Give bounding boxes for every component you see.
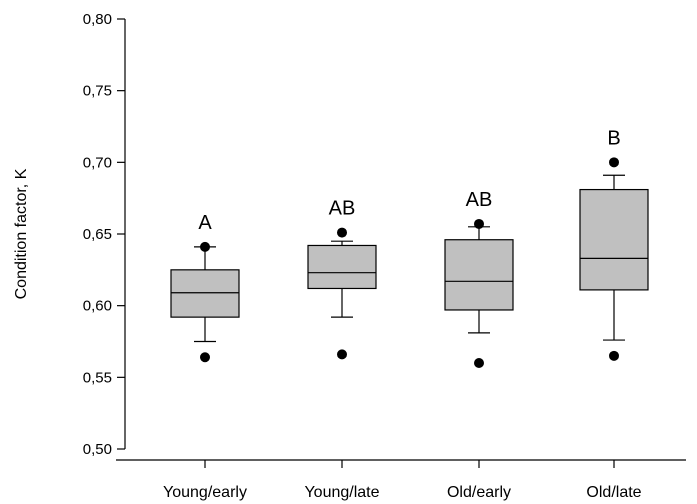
y-tick-label: 0,60 [83,298,112,315]
y-tick-label: 0,75 [83,83,112,100]
box-group [307,227,377,360]
y-tick-label: 0,80 [83,11,112,28]
box-iqr [170,269,240,318]
outlier-point [609,350,619,361]
group-letter: AB [329,198,356,220]
box-group [170,241,240,363]
box-group [579,157,649,361]
category-label: Old/late [586,484,641,501]
box-iqr [307,244,377,290]
outlier-point [337,227,347,238]
labels: Young/early Young/late Old/early Old/late A A… [163,127,642,501]
category-label: Young/early [163,484,247,501]
outlier-point [200,352,210,363]
y-tick-label: 0,55 [83,369,112,386]
y-axis-label: Condition factor, K [13,168,30,299]
group-letter: A [198,212,212,234]
y-tick-label: 0,70 [83,154,112,171]
group-letter: AB [466,189,493,211]
outlier-point [474,218,484,229]
outlier-point [200,241,210,252]
y-tick-label: 0,65 [83,226,112,243]
outlier-point [609,157,619,168]
outlier-point [337,349,347,360]
y-tick-label: 0,50 [83,441,112,458]
boxes [170,157,649,368]
box-iqr [579,188,649,291]
category-label: Old/early [447,484,511,501]
group-letter: B [607,127,620,149]
y-ticks: 0,50 0,55 0,60 0,65 0,70 0,75 0,80 [83,11,615,468]
category-label: Young/late [304,484,379,501]
box-iqr [444,239,514,311]
outlier-point [474,358,484,368]
box-group [444,218,514,368]
